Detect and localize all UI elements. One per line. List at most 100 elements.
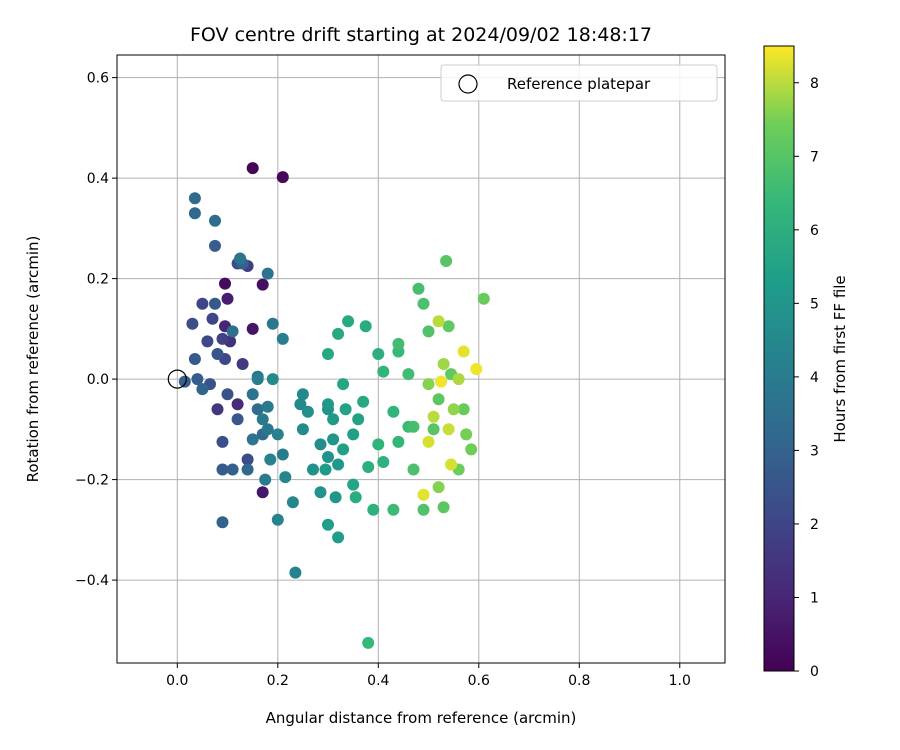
data-point <box>196 383 209 396</box>
data-point <box>427 410 440 423</box>
data-point <box>477 292 490 305</box>
data-point <box>256 278 269 291</box>
data-point <box>445 458 458 471</box>
y-tick-label: 0.0 <box>87 372 109 388</box>
data-point <box>437 501 450 514</box>
y-tick-label: 0.6 <box>87 71 109 87</box>
data-point <box>422 435 435 448</box>
data-point <box>432 315 445 328</box>
data-point <box>314 438 327 451</box>
data-point <box>332 458 345 471</box>
data-point <box>347 478 360 491</box>
data-point <box>289 566 302 579</box>
y-tick-label: 0.4 <box>87 171 109 187</box>
data-point <box>432 481 445 494</box>
data-point <box>178 375 191 388</box>
y-tick-label: −0.4 <box>75 573 109 589</box>
colorbar: 0 1 2 3 4 5 6 7 8 Hours from first FF file <box>763 45 849 680</box>
data-point <box>319 463 332 476</box>
data-point <box>261 267 274 280</box>
y-axis-label: Rotation from reference (arcmin) <box>24 236 42 483</box>
data-point <box>264 453 277 466</box>
data-point <box>432 393 445 406</box>
data-point <box>322 348 334 360</box>
legend-box <box>440 64 718 102</box>
data-point <box>196 297 209 310</box>
data-point <box>211 348 224 360</box>
data-point <box>452 373 465 386</box>
plot-background <box>117 55 725 663</box>
data-point <box>226 325 239 338</box>
data-point <box>457 403 470 416</box>
data-point <box>332 327 345 340</box>
data-point <box>271 428 284 441</box>
colorbar-tick-label: 2 <box>810 517 819 533</box>
x-tick-label: 0.6 <box>468 673 490 689</box>
data-point <box>347 428 360 441</box>
data-point <box>470 363 483 375</box>
data-point <box>209 297 221 310</box>
data-point <box>442 320 455 333</box>
data-point <box>337 443 350 456</box>
data-point <box>402 368 415 381</box>
data-point <box>261 400 274 413</box>
data-point <box>231 413 244 426</box>
data-point <box>437 358 450 370</box>
y-tick-label: 0.2 <box>87 272 109 288</box>
data-point <box>440 255 453 267</box>
data-point <box>307 463 319 476</box>
data-point <box>211 403 224 416</box>
data-point <box>188 192 201 205</box>
data-point <box>387 503 400 516</box>
x-tick-label: 1.0 <box>669 673 691 689</box>
colorbar-tick-label: 7 <box>810 149 819 165</box>
x-tick-label: 0.2 <box>267 673 289 689</box>
colorbar-gradient <box>763 45 795 672</box>
colorbar-label: Hours from first FF file <box>831 275 849 442</box>
data-point <box>279 471 292 484</box>
data-point <box>362 636 375 649</box>
legend-marker <box>458 74 478 94</box>
colorbar-tick-label: 0 <box>810 664 819 680</box>
reference-platepar-marker <box>167 369 187 389</box>
data-point <box>241 463 254 476</box>
data-point <box>188 353 201 365</box>
data-point <box>372 438 385 451</box>
data-point <box>322 451 334 463</box>
data-point <box>188 207 201 220</box>
data-point <box>201 335 214 348</box>
data-point <box>362 461 375 473</box>
data-point <box>422 325 435 338</box>
data-point <box>427 423 440 436</box>
data-point <box>256 413 269 426</box>
data-point <box>392 435 405 448</box>
data-point <box>337 378 350 391</box>
data-point <box>460 428 473 441</box>
data-point <box>387 405 400 418</box>
data-point <box>216 463 229 476</box>
data-point <box>417 297 430 310</box>
data-point <box>246 162 259 175</box>
colorbar-tick-label: 3 <box>810 443 819 459</box>
colorbar-ticks: 0 1 2 3 4 5 6 7 8 <box>794 76 819 680</box>
data-point <box>392 337 405 350</box>
data-point <box>276 171 289 184</box>
data-point <box>296 388 309 401</box>
data-point <box>216 516 229 529</box>
data-point <box>246 322 259 335</box>
data-point <box>209 239 221 252</box>
data-point <box>327 413 340 426</box>
data-point <box>231 398 244 411</box>
data-point <box>216 435 229 448</box>
data-point <box>246 388 259 401</box>
data-point <box>359 320 372 333</box>
grid <box>117 55 725 663</box>
x-axis-label: Angular distance from reference (arcmin) <box>266 709 577 727</box>
data-point <box>322 518 334 531</box>
data-point <box>372 348 385 360</box>
data-point <box>332 531 345 544</box>
x-tick-label: 0.8 <box>568 673 590 689</box>
data-point <box>327 433 340 446</box>
data-point <box>251 403 264 416</box>
data-point <box>261 423 274 436</box>
